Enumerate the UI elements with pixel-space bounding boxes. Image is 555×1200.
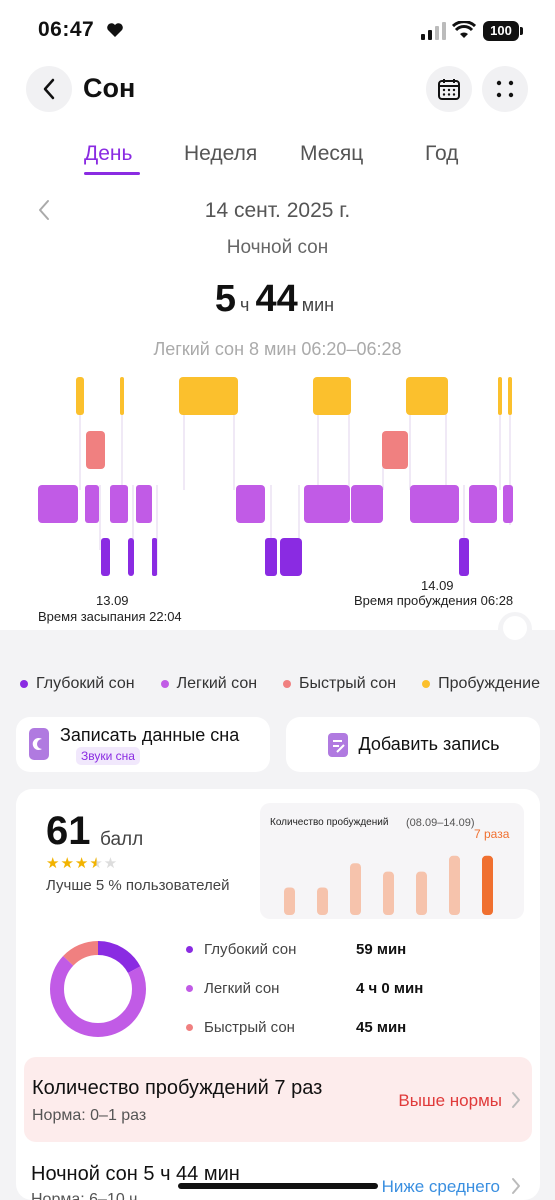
legend-light-sleep: Легкий сон [160, 675, 257, 693]
battery-indicator: 100 [483, 21, 519, 41]
wake-chart-bars [284, 855, 493, 915]
add-record-label: Добавить запись [358, 734, 500, 754]
cellular-signal-icon [421, 22, 446, 40]
status-bar: 06:47 100 [0, 0, 555, 60]
duration-hours-unit: ч [240, 295, 250, 315]
calendar-icon [438, 79, 460, 100]
sleep-stage-legend: Глубокий сон Легкий сон Быстрый сон Проб… [20, 675, 540, 693]
tab-active-underline [84, 172, 140, 175]
deep-sleep-segments [101, 538, 469, 576]
sleep-score-unit: балл [100, 829, 144, 850]
wake-label: Время пробуждения 06:28 [354, 593, 514, 608]
calendar-button[interactable] [426, 66, 472, 112]
selected-segment-info: Легкий сон 8 мин 06:20–06:28 [153, 339, 402, 359]
tab-month[interactable]: Месяц [300, 142, 364, 165]
wake-count-norm: Норма: 0–1 раз [32, 1107, 147, 1124]
light-sleep-segments [38, 485, 513, 523]
sleep-score-card: 61 балл ★★★★★ Лучше 5 % пользователей Ко… [16, 789, 540, 1200]
rem-sleep-segments [86, 431, 408, 469]
chevron-right-icon [512, 1178, 520, 1194]
wake-date: 14.09 [421, 578, 454, 593]
night-sleep-title: Ночной сон 5 ч 44 мин [31, 1163, 240, 1185]
more-dots-icon [496, 80, 514, 98]
wake-count-chart[interactable]: Количество пробуждений (08.09–14.09) 7 р… [260, 803, 524, 919]
night-sleep-norm: Норма: 6–10 ч [31, 1191, 138, 1200]
tab-week[interactable]: Неделя [184, 142, 258, 165]
more-options-button[interactable] [482, 66, 528, 112]
back-button[interactable] [26, 66, 72, 112]
wake-chart-bar [317, 887, 328, 915]
sleep-start-label: Время засыпания 22:04 [38, 609, 182, 624]
legend-awake: Пробуждение [422, 675, 540, 693]
wake-chart-title: Количество пробуждений [270, 817, 389, 828]
wake-count-alert-row[interactable]: Количество пробуждений 7 раз Норма: 0–1 … [24, 1057, 532, 1142]
wake-chart-bar [449, 855, 460, 915]
wake-chart-bar [284, 887, 295, 915]
sleep-sounds-badge: Звуки сна [76, 747, 140, 765]
status-time: 06:47 [38, 18, 95, 41]
home-indicator [178, 1183, 378, 1189]
donut-segment [50, 941, 146, 1037]
previous-day-button[interactable] [34, 198, 54, 222]
wake-count-status: Выше нормы [398, 1091, 502, 1110]
scroll-handle[interactable] [503, 616, 527, 640]
wake-count-title: Количество пробуждений 7 раз [32, 1077, 323, 1099]
date-label: 14 сент. 2025 г. [204, 199, 351, 222]
donut-segment [50, 941, 146, 1037]
star-rating: ★★★★★ [46, 855, 119, 872]
sleep-moon-icon [29, 728, 49, 760]
duration-hours: 5 [214, 278, 237, 320]
add-record-button[interactable]: Добавить запись [286, 717, 540, 772]
tab-day[interactable]: День [84, 142, 133, 165]
sleep-start-date: 13.09 [96, 593, 129, 608]
sleep-stage-donut [50, 941, 146, 1037]
legend-rem-sleep: Быстрый сон [283, 675, 396, 693]
page-title: Сон [83, 73, 136, 103]
better-than-users: Лучше 5 % пользователей [46, 877, 230, 894]
legend-deep-sleep: Глубокий сон [20, 675, 135, 693]
wake-chart-bar [416, 871, 427, 915]
duration-minutes: 44 [255, 278, 298, 320]
wake-chart-bar [350, 863, 361, 915]
chevron-left-icon [43, 78, 55, 100]
sleep-type-label: Ночной сон [226, 237, 329, 258]
heart-icon [107, 23, 123, 37]
night-sleep-status[interactable]: Ниже среднего [381, 1177, 500, 1196]
sleep-stage-hypnogram[interactable] [0, 370, 555, 580]
duration-minutes-unit: мин [301, 295, 335, 315]
battery-tip [520, 27, 523, 35]
awake-segments [76, 377, 512, 415]
wake-chart-current: 7 раза [474, 827, 510, 841]
sleep-duration: 5 ч 44 мин [0, 278, 555, 321]
wifi-icon [452, 21, 476, 38]
edit-note-icon [327, 732, 348, 757]
wake-chart-bar [383, 871, 394, 915]
sleep-score-value: 61 [46, 809, 91, 853]
wake-chart-bar [482, 855, 493, 915]
record-sleep-title: Записать данные сна [60, 725, 240, 745]
wake-chart-range: (08.09–14.09) [406, 817, 475, 829]
record-sleep-button[interactable]: Записать данные сна Звуки сна [16, 717, 270, 772]
chevron-right-icon [512, 1092, 520, 1108]
tab-year[interactable]: Год [425, 142, 459, 165]
